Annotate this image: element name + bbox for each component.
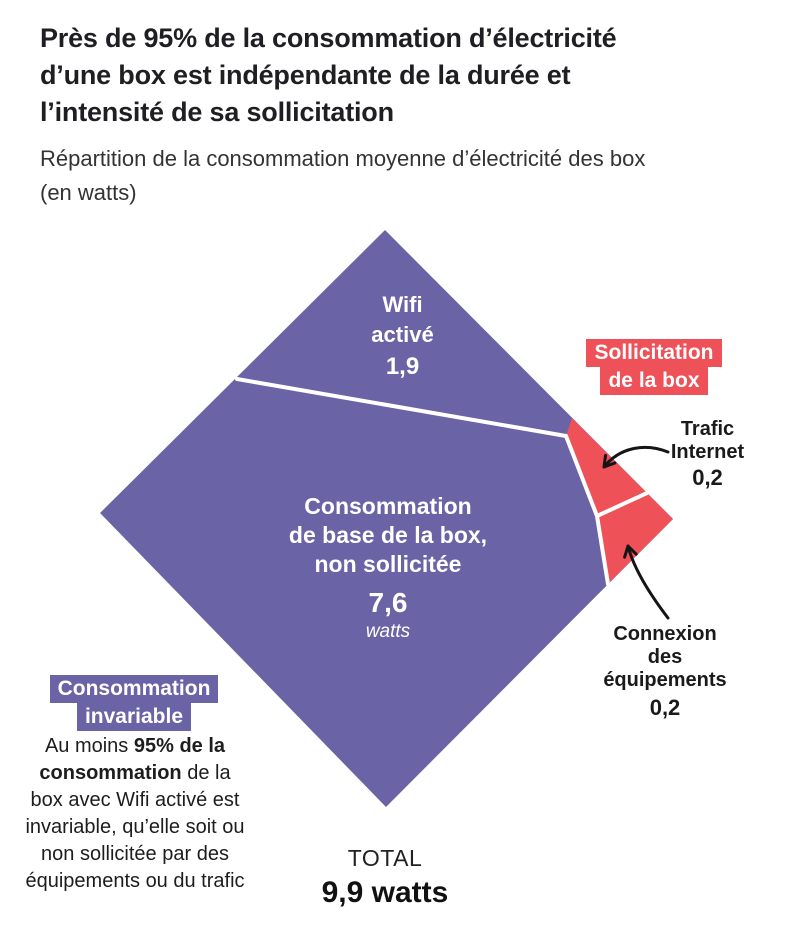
page-subtitle: Répartition de la consommation moyenne d… xyxy=(40,142,756,210)
sollicitation-badge-line: Sollicitation xyxy=(586,339,722,367)
connexion-arrow xyxy=(623,544,670,620)
sollicitation-corner-shape xyxy=(566,418,673,584)
explainer-text: Au moins 95% de la consommation de la bo… xyxy=(25,733,245,895)
base-value: 7,6 xyxy=(368,587,408,618)
base-segment-label: Consommation de base de la box, non soll… xyxy=(258,492,518,644)
invariable-badge: Consommation invariable xyxy=(44,675,224,731)
red-segments-divider-line xyxy=(595,491,649,518)
connexion-callout: Connexion des équipements 0,2 xyxy=(595,623,735,722)
wifi-label-line: activé xyxy=(371,322,434,347)
wifi-divider-line xyxy=(235,377,568,438)
connexion-label-line: Connexion des xyxy=(613,623,717,668)
explainer-prefix: Au moins xyxy=(44,735,134,757)
invariable-badge-line: Consommation xyxy=(49,675,219,703)
wifi-label-line: Wifi xyxy=(382,292,423,317)
trafic-label-line: Trafic xyxy=(680,418,735,440)
sollicitation-badge-line: de la box xyxy=(600,367,708,395)
page-title: Près de 95% de la consommation d’électri… xyxy=(40,20,756,131)
subtitle-line: (en watts) xyxy=(40,180,137,205)
wifi-value: 1,9 xyxy=(385,353,420,380)
trafic-arrow xyxy=(602,445,670,469)
trafic-label-line: Internet xyxy=(670,441,745,463)
connexion-value: 0,2 xyxy=(649,695,681,720)
base-label-line: de base de la box, xyxy=(288,522,488,548)
title-line: d’une box est indépendante de la durée e… xyxy=(40,60,571,90)
trafic-value: 0,2 xyxy=(692,465,723,490)
base-unit: watts xyxy=(365,621,411,642)
subtitle-line: Répartition de la consommation moyenne d… xyxy=(40,146,646,171)
total-value: 9,9 watts xyxy=(321,876,449,909)
total-label: TOTAL xyxy=(347,845,423,871)
wifi-segment-label: Wifi activé 1,9 xyxy=(320,290,485,384)
base-label-line: Consommation xyxy=(304,493,472,519)
explainer-bold: 95% de la consommation xyxy=(39,735,226,784)
sollicitation-badge: Sollicitation de la box xyxy=(564,339,744,395)
explainer-suffix: de la box avec Wifi activé est invariabl… xyxy=(25,762,245,892)
invariable-badge-line: invariable xyxy=(76,703,192,731)
invariable-diamond-shape xyxy=(100,230,673,807)
trafic-callout: Trafic Internet 0,2 xyxy=(645,418,770,492)
total-block: TOTAL 9,9 watts xyxy=(280,843,490,913)
title-line: Près de 95% de la consommation d’électri… xyxy=(40,23,617,53)
connexion-label-line: équipements xyxy=(603,669,727,691)
base-label-line: non sollicitée xyxy=(314,551,462,577)
title-line: l’intensité de sa sollicitation xyxy=(40,97,394,127)
